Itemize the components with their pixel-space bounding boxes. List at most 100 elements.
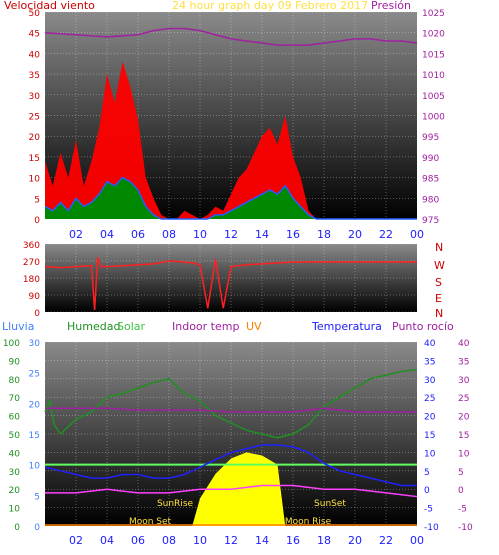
chart3-xtick: 04 xyxy=(100,534,114,547)
chart3-ytick-temp-right: 25 xyxy=(458,394,469,404)
chart3-ytick-temp-right: 20 xyxy=(458,413,470,423)
chart1-ytick-left: 10 xyxy=(29,175,41,185)
chart1-ytick-left: 35 xyxy=(29,71,40,81)
chart3-ytick-temp-right: -10 xyxy=(458,523,473,533)
chart1-xtick: 20 xyxy=(348,228,362,241)
chart3-ytick-temp-right: 5 xyxy=(458,468,464,478)
dir-letter-n-bottom: N xyxy=(435,307,443,320)
chart3-ytick-temp-right: 30 xyxy=(458,376,470,386)
chart3-ytick-temp: 25 xyxy=(424,394,435,404)
chart3-moonset-label: Moon Set xyxy=(129,517,172,527)
chart3-ytick-rain: 25 xyxy=(29,370,40,380)
chart3-ytick-rain: 0 xyxy=(34,523,40,533)
chart3-ytick-temp: 5 xyxy=(424,468,430,478)
legend-temperature: Temperatura xyxy=(311,320,382,333)
chart1-xtick: 08 xyxy=(162,228,176,241)
chart3-ytick-temp-right: 35 xyxy=(458,357,469,367)
chart1-ytick-left: 5 xyxy=(34,195,40,205)
chart3-xtick: 14 xyxy=(255,534,269,547)
chart3-ytick-temp-right: -5 xyxy=(458,505,467,515)
chart3-xtick: 06 xyxy=(131,534,145,547)
chart1-xtick: 00 xyxy=(410,228,424,241)
chart3-ytick-humidity: 70 xyxy=(9,394,21,404)
chart1-xtick: 02 xyxy=(69,228,83,241)
chart1-ytick-left: 0 xyxy=(34,216,40,226)
chart3-humidity-line xyxy=(44,368,418,439)
chart3-ytick-temp: 35 xyxy=(424,357,435,367)
chart2-ytick: 360 xyxy=(23,241,40,251)
chart1-xtick: 22 xyxy=(379,228,393,241)
chart3-ytick-temp: 30 xyxy=(424,376,436,386)
chart3-ytick-temp: 15 xyxy=(424,431,435,441)
chart3-ytick-humidity: 90 xyxy=(9,357,21,367)
chart3-xtick: 08 xyxy=(162,534,176,547)
chart3-ytick-humidity: 40 xyxy=(9,449,21,459)
chart3-ytick-temp: 40 xyxy=(424,339,436,349)
chart3-ytick-humidity: 80 xyxy=(9,376,21,386)
chart1-ytick-right: 990 xyxy=(422,154,439,164)
chart3-sunset-label: SunSet xyxy=(314,499,346,509)
legend-indoor-temp: Indoor temp xyxy=(172,320,239,333)
chart1-left-title: Velocidad viento xyxy=(4,0,95,12)
chart3-moonrise-label: Moon Rise xyxy=(285,517,332,527)
legend-humidity: Humedad xyxy=(67,320,120,333)
dir-letter-e: E xyxy=(435,292,442,305)
chart3-ytick-humidity: 0 xyxy=(14,523,20,533)
chart1-right-title: Presión xyxy=(371,0,411,12)
chart3-ytick-humidity: 100 xyxy=(3,339,20,349)
chart3-ytick-temp: -5 xyxy=(424,505,433,515)
chart3-ytick-temp: 10 xyxy=(424,449,436,459)
chart1-ytick-left: 45 xyxy=(29,30,40,40)
chart3-xtick: 22 xyxy=(379,534,393,547)
chart1-title: 24 hour graph day 09 Febrero 2017 xyxy=(172,0,368,12)
chart1-ytick-right: 1015 xyxy=(422,50,445,60)
chart3-indoor-temp-line xyxy=(45,407,417,413)
chart1-xtick: 10 xyxy=(193,228,207,241)
chart3-ytick-temp-right: 15 xyxy=(458,431,469,441)
chart1-ytick-left: 20 xyxy=(29,133,41,143)
chart1-ytick-left: 25 xyxy=(29,113,40,123)
chart3-ytick-temp: -10 xyxy=(424,523,439,533)
chart3-ytick-rain: 10 xyxy=(29,462,41,472)
chart3-sunrise-label: SunRise xyxy=(157,499,194,509)
chart1-ytick-right: 1025 xyxy=(422,9,445,19)
chart3-ytick-temp-right: 10 xyxy=(458,449,470,459)
chart1-ytick-right: 1005 xyxy=(422,92,445,102)
chart1-xtick: 12 xyxy=(224,228,238,241)
dir-letter-w: W xyxy=(434,259,445,272)
chart2-ytick: 180 xyxy=(23,275,40,285)
dir-letter-n-top: N xyxy=(435,241,443,254)
chart3-xtick: 12 xyxy=(224,534,238,547)
chart3-xtick: 16 xyxy=(286,534,300,547)
chart3-ytick-humidity: 50 xyxy=(9,431,21,441)
chart3-xtick: 18 xyxy=(317,534,331,547)
chart1-xtick: 16 xyxy=(286,228,300,241)
chart3-xtick: 10 xyxy=(193,534,207,547)
chart3-ytick-humidity: 30 xyxy=(9,468,21,478)
legend-rain: Lluvia xyxy=(2,320,34,333)
chart2-ytick: 0 xyxy=(34,309,40,319)
chart1-xtick: 04 xyxy=(100,228,114,241)
chart1-wind-gust-area xyxy=(45,61,417,220)
chart3-ytick-rain: 15 xyxy=(29,431,40,441)
chart3-ytick-temp: 0 xyxy=(424,486,430,496)
chart1-pressure-line xyxy=(44,27,418,46)
chart1-ytick-left: 40 xyxy=(29,50,41,60)
chart1-ytick-right: 1000 xyxy=(422,113,445,123)
chart3-xtick: 20 xyxy=(348,534,362,547)
legend-solar: Solar xyxy=(117,320,146,333)
chart1-ytick-left: 30 xyxy=(29,92,41,102)
chart1-wind-avg-area xyxy=(45,177,417,219)
chart3-ytick-humidity: 10 xyxy=(9,505,21,515)
chart3-ytick-temp-right: 40 xyxy=(458,339,470,349)
chart1-wind-avg-line xyxy=(44,176,417,220)
chart1-ytick-right: 975 xyxy=(422,216,439,226)
chart3-dew-point-line xyxy=(45,484,418,498)
dir-letter-s: S xyxy=(435,276,442,289)
chart3-ytick-rain: 30 xyxy=(29,339,41,349)
chart1-ytick-right: 995 xyxy=(422,133,439,143)
legend-uv: UV xyxy=(246,320,262,333)
chart1-ytick-left: 50 xyxy=(29,9,41,19)
